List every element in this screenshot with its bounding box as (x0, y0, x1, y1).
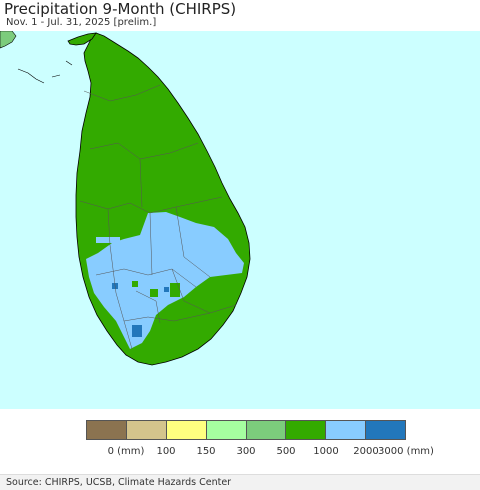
wettest-pixel (132, 325, 142, 337)
legend-swatch (366, 421, 405, 439)
legend-swatch (326, 421, 367, 439)
wet-zone-green-patch (132, 281, 138, 287)
legend-swatch (126, 421, 167, 439)
wet-zone-green-patch (96, 237, 120, 243)
legend-colorbar (86, 420, 406, 440)
legend-label: 1000 (313, 446, 339, 457)
legend-swatch (87, 421, 127, 439)
page-subtitle: Nov. 1 - Jul. 31, 2025 [prelim.] (6, 17, 157, 28)
wet-zone-green-patch (150, 289, 158, 297)
legend-swatch (246, 421, 287, 439)
legend-swatch (286, 421, 327, 439)
jaffna-peninsula (67, 32, 97, 46)
legend-label: 2000 (353, 446, 379, 457)
legend-label: 0 (mm) (107, 446, 145, 457)
precipitation-map (0, 31, 480, 409)
legend-label: 100 (156, 446, 176, 457)
source-footer: Source: CHIRPS, UCSB, Climate Hazards Ce… (0, 474, 480, 490)
province-boundaries (79, 84, 237, 350)
legend-labels: 0 (mm) 100 150 300 500 1000 2000 3000 (mm) (0, 446, 480, 460)
wet-zone-region (86, 212, 244, 349)
legend-label: 3000 (mm) (378, 446, 434, 457)
page-title: Precipitation 9-Month (CHIRPS) (4, 0, 237, 18)
wettest-pixel (164, 287, 169, 292)
sri-lanka-island (75, 32, 251, 366)
adams-bridge-islets (17, 60, 73, 84)
legend-label: 150 (196, 446, 216, 457)
legend-label: 300 (236, 446, 256, 457)
legend-swatch (206, 421, 247, 439)
legend-swatch (166, 421, 207, 439)
india-landmass (0, 31, 17, 49)
map-svg (0, 31, 251, 366)
wet-zone-green-patch (170, 283, 180, 297)
legend-label: 500 (276, 446, 296, 457)
